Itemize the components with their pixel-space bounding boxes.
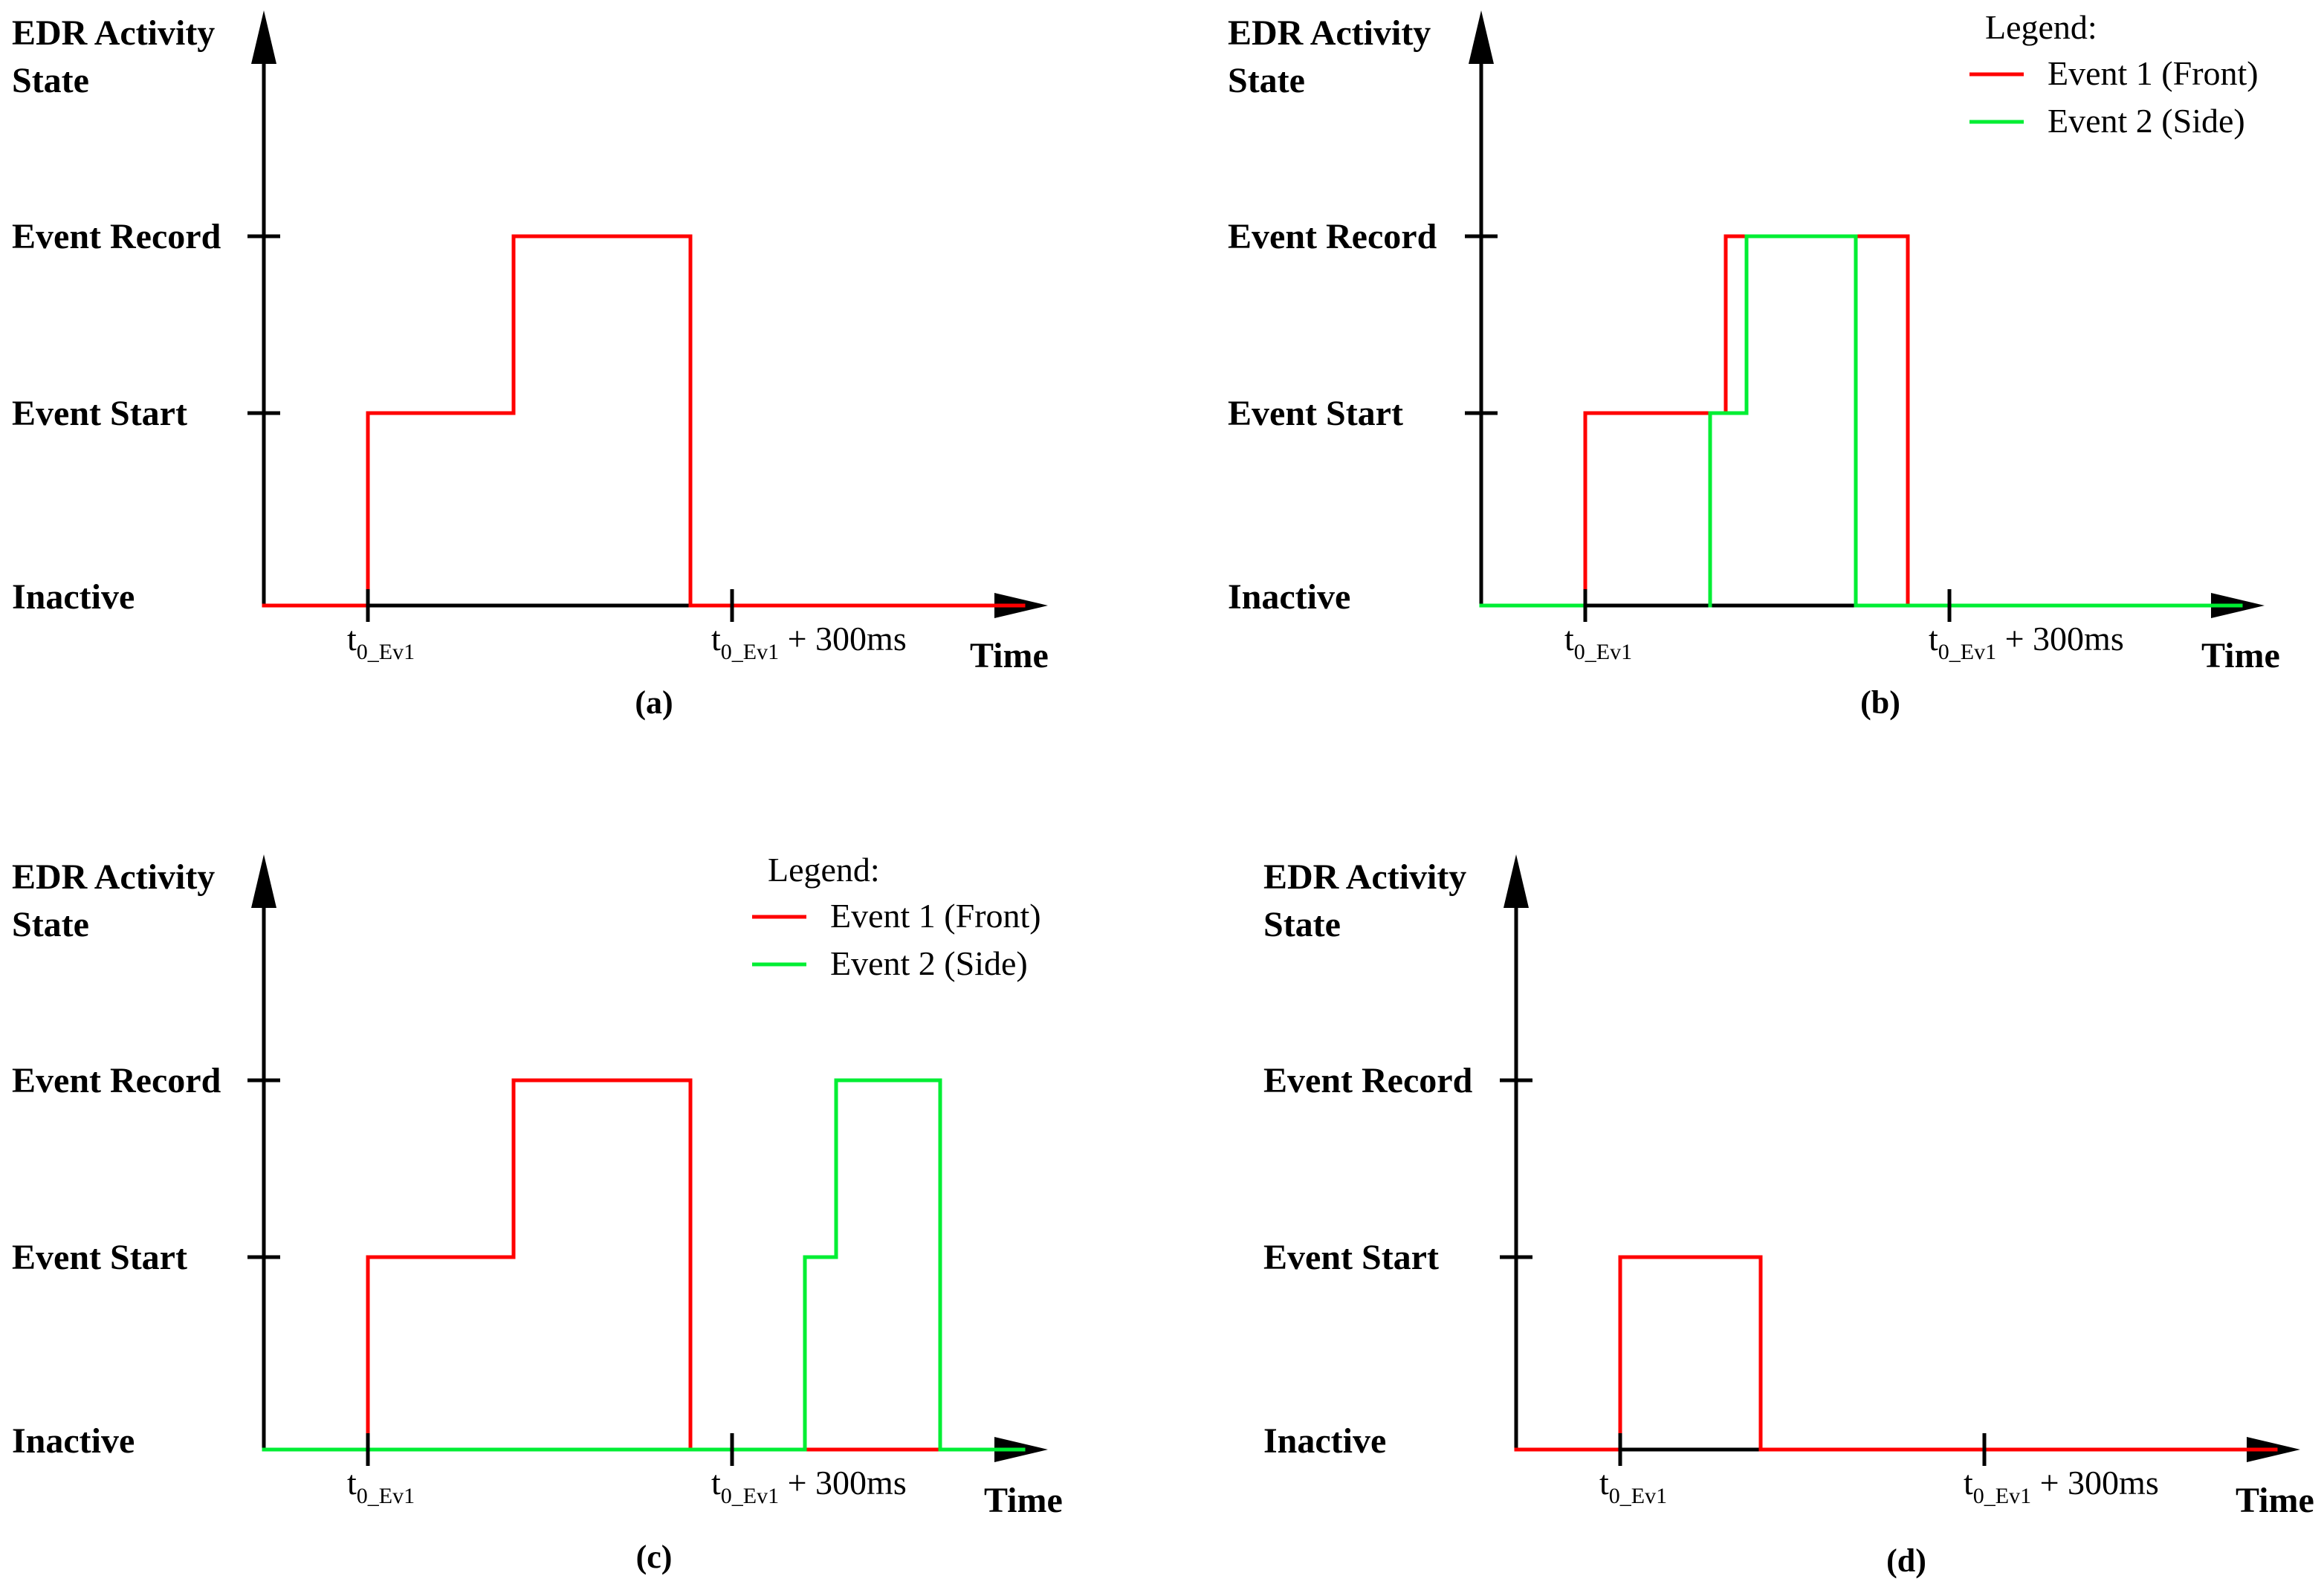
y-tick-label-event-start: Event Start <box>12 394 187 433</box>
panel-d: EDR Activity State Inactive Event Start Even… <box>1263 854 2314 1579</box>
y-axis-arrowhead <box>251 10 276 64</box>
y-tick-label-event-record: Event Record <box>1263 1061 1473 1100</box>
y-tick-label-inactive: Inactive <box>1228 577 1350 617</box>
y-axis-title-line1: EDR Activity <box>1228 13 1431 53</box>
panel-label: (a) <box>635 684 673 721</box>
x-tick-label-t0: t0_Ev1 <box>347 620 415 664</box>
y-axis-title-line2: State <box>12 905 89 944</box>
y-tick-label-event-start: Event Start <box>1263 1238 1439 1277</box>
legend-entry-label: Event 2 (Side) <box>830 944 1028 982</box>
y-axis-arrowhead <box>1504 854 1529 908</box>
x-axis-title: Time <box>2201 636 2280 675</box>
y-tick-label-inactive: Inactive <box>12 577 135 617</box>
y-axis-title-line1: EDR Activity <box>12 857 215 897</box>
x-tick-label-t0-plus-300ms: t0_Ev1 + 300ms <box>1929 620 2124 664</box>
x-axis-title: Time <box>984 1481 1063 1520</box>
legend: Legend: Event 1 (Front) Event 2 (Side) <box>752 851 1041 982</box>
y-tick-label-event-record: Event Record <box>1228 217 1437 256</box>
legend-title: Legend: <box>768 851 880 889</box>
y-tick-label-inactive: Inactive <box>1263 1421 1386 1461</box>
legend-entry-label: Event 1 (Front) <box>830 897 1041 935</box>
x-tick-label-t0-plus-300ms: t0_Ev1 + 300ms <box>1964 1464 2159 1508</box>
y-axis-title-line1: EDR Activity <box>12 13 215 53</box>
x-tick-label-t0: t0_Ev1 <box>1599 1464 1667 1508</box>
panel-label: (b) <box>1860 684 1900 721</box>
y-tick-label-event-record: Event Record <box>12 217 221 256</box>
x-tick-label-t0: t0_Ev1 <box>347 1464 415 1508</box>
panel-label: (d) <box>1886 1542 1926 1579</box>
y-axis-title-line2: State <box>1263 905 1341 944</box>
legend-entry-label: Event 1 (Front) <box>2048 54 2259 92</box>
y-axis-title-line1: EDR Activity <box>1263 857 1466 897</box>
y-axis-arrowhead <box>251 854 276 908</box>
legend: Legend: Event 1 (Front) Event 2 (Side) <box>1969 8 2259 140</box>
y-tick-label-event-start: Event Start <box>12 1238 187 1277</box>
x-axis-title: Time <box>970 636 1049 675</box>
y-axis-title-line2: State <box>12 61 89 100</box>
y-axis-title-line2: State <box>1228 61 1305 100</box>
panel-c: EDR Activity State Inactive Event Start Even… <box>12 851 1063 1575</box>
x-tick-label-t0-plus-300ms: t0_Ev1 + 300ms <box>711 1464 907 1508</box>
x-axis-title: Time <box>2236 1481 2314 1520</box>
x-tick-label-t0-plus-300ms: t0_Ev1 + 300ms <box>711 620 907 664</box>
y-tick-label-event-record: Event Record <box>12 1061 221 1100</box>
panel-label: (c) <box>636 1539 673 1575</box>
legend-entry-label: Event 2 (Side) <box>2048 102 2245 140</box>
panel-b: EDR Activity State Inactive Event Start Even… <box>1228 8 2280 721</box>
panel-a: EDR Activity State Inactive Event Start Even… <box>12 10 1049 721</box>
x-tick-label-t0: t0_Ev1 <box>1564 620 1632 664</box>
y-tick-label-event-start: Event Start <box>1228 394 1403 433</box>
y-axis-arrowhead <box>1469 10 1494 64</box>
y-tick-label-inactive: Inactive <box>12 1421 135 1461</box>
legend-title: Legend: <box>1985 8 2097 46</box>
